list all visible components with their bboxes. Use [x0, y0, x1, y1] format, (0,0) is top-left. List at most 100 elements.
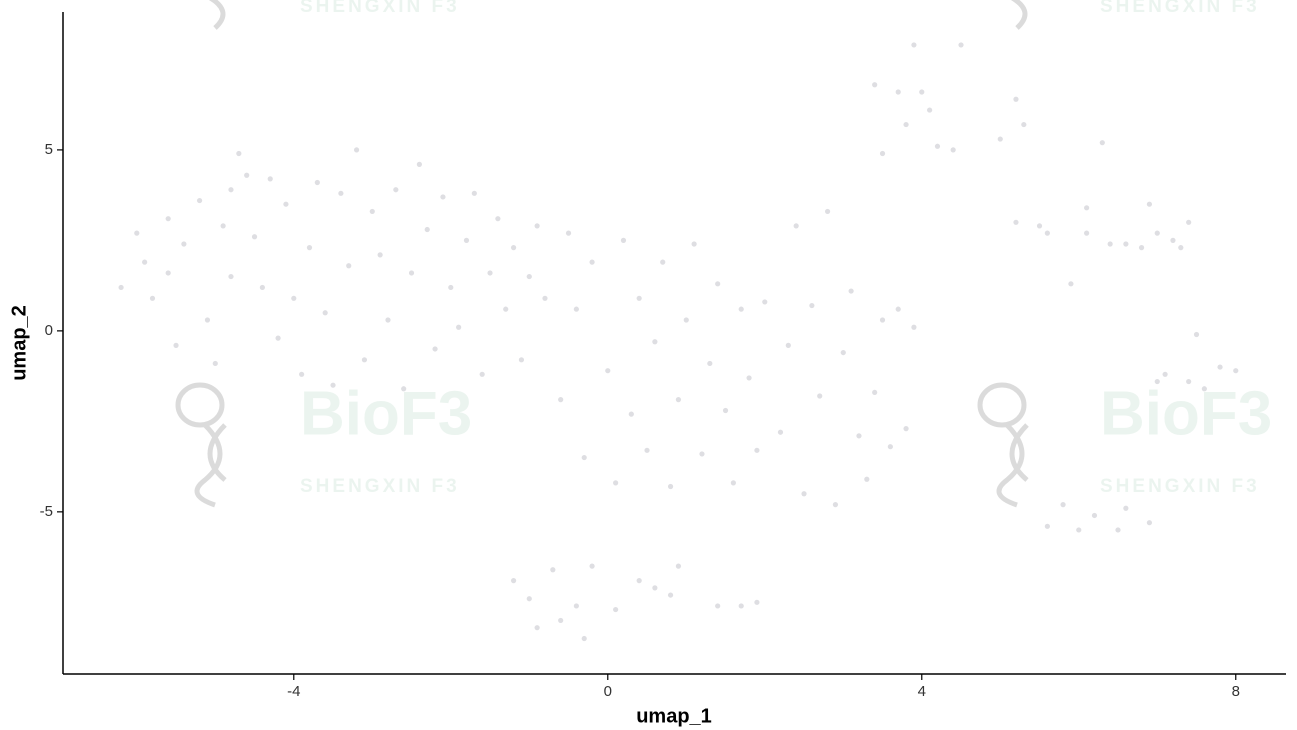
point — [1084, 231, 1089, 236]
point — [1233, 368, 1238, 373]
point — [1108, 241, 1113, 246]
x-tick-label: 8 — [1232, 683, 1240, 700]
point — [330, 383, 335, 388]
point — [118, 285, 123, 290]
point — [786, 343, 791, 348]
watermark-subtitle: SHENGXIN F3 — [1100, 476, 1260, 497]
point — [754, 600, 759, 605]
point — [919, 89, 924, 94]
point — [715, 281, 720, 286]
point — [448, 285, 453, 290]
point — [244, 173, 249, 178]
point — [464, 238, 469, 243]
point — [801, 491, 806, 496]
x-axis-label: umap_1 — [636, 705, 712, 727]
point — [1186, 379, 1191, 384]
point — [1045, 231, 1050, 236]
point — [1194, 332, 1199, 337]
point — [660, 260, 665, 265]
point — [629, 412, 634, 417]
point — [833, 502, 838, 507]
point — [362, 357, 367, 362]
watermark-subtitle: SHENGXIN F3 — [300, 476, 460, 497]
point — [197, 198, 202, 203]
point — [221, 223, 226, 228]
point — [378, 252, 383, 257]
point — [794, 223, 799, 228]
point — [1178, 245, 1183, 250]
point — [425, 227, 430, 232]
point — [495, 216, 500, 221]
point — [731, 480, 736, 485]
point — [338, 191, 343, 196]
point — [440, 194, 445, 199]
point — [613, 480, 618, 485]
point — [699, 451, 704, 456]
point — [370, 209, 375, 214]
point — [456, 325, 461, 330]
point — [817, 393, 822, 398]
point — [707, 361, 712, 366]
point — [1155, 379, 1160, 384]
point — [715, 603, 720, 608]
point — [903, 426, 908, 431]
point — [550, 567, 555, 572]
point — [1068, 281, 1073, 286]
point — [535, 223, 540, 228]
point — [1045, 524, 1050, 529]
point — [746, 375, 751, 380]
point — [1013, 220, 1018, 225]
point — [542, 296, 547, 301]
point — [213, 361, 218, 366]
point — [927, 107, 932, 112]
x-tick-label: 4 — [918, 683, 926, 700]
point — [998, 136, 1003, 141]
point — [1084, 205, 1089, 210]
point — [487, 270, 492, 275]
point — [1037, 223, 1042, 228]
point — [535, 625, 540, 630]
point — [181, 241, 186, 246]
point — [935, 144, 940, 149]
point — [676, 564, 681, 569]
point — [739, 603, 744, 608]
point — [1021, 122, 1026, 127]
point — [613, 607, 618, 612]
y-axis-label: umap_2 — [8, 305, 30, 381]
point — [739, 307, 744, 312]
point — [393, 187, 398, 192]
y-tick-label: 0 — [45, 322, 53, 339]
point — [299, 372, 304, 377]
point — [1115, 527, 1120, 532]
point — [1013, 97, 1018, 102]
point — [275, 336, 280, 341]
chart: BioF3 BioF3 SHENGXIN F3 SHENGXIN F3 SHEN… — [0, 0, 1297, 730]
point — [872, 390, 877, 395]
point — [896, 89, 901, 94]
point — [346, 263, 351, 268]
point — [574, 307, 579, 312]
x-tick-label: -4 — [287, 683, 300, 700]
point — [825, 209, 830, 214]
point — [527, 596, 532, 601]
point — [880, 151, 885, 156]
point — [558, 618, 563, 623]
point — [778, 430, 783, 435]
point — [1060, 502, 1065, 507]
x-tick-label: 0 — [604, 683, 612, 700]
point — [228, 274, 233, 279]
page: BioF3 BioF3 SHENGXIN F3 SHENGXIN F3 SHEN… — [0, 0, 1297, 730]
watermark-title: BioF3 — [300, 379, 472, 448]
point — [605, 368, 610, 373]
point — [637, 578, 642, 583]
point — [291, 296, 296, 301]
point — [692, 241, 697, 246]
point — [527, 274, 532, 279]
point — [676, 397, 681, 402]
point — [644, 448, 649, 453]
point — [401, 386, 406, 391]
point — [166, 216, 171, 221]
watermark-subtitle: SHENGXIN F3 — [1100, 0, 1260, 17]
point — [1100, 140, 1105, 145]
point — [621, 238, 626, 243]
